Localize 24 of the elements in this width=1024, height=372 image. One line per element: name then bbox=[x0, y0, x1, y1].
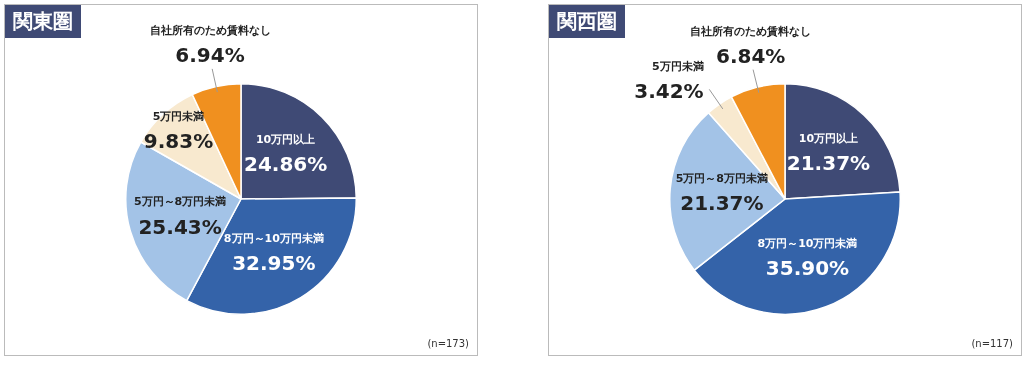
slice-label: 5万円～8万円未満 bbox=[675, 172, 769, 186]
data-label: 32.95% bbox=[232, 251, 316, 276]
data-label: 24.86% bbox=[243, 152, 328, 177]
slice-label: 10万円以上 bbox=[798, 131, 859, 145]
data-label: 21.37% bbox=[680, 191, 764, 216]
data-label: 6.84% bbox=[716, 44, 786, 69]
slice-label: 自社所有のため賃料なし bbox=[690, 24, 812, 38]
slice-label: 8万円～10万円未満 bbox=[223, 232, 324, 246]
data-label: 3.42% bbox=[634, 79, 704, 104]
data-label: 25.43% bbox=[138, 214, 222, 239]
slice-label: 10万円以上 bbox=[255, 132, 316, 146]
slice-label: 自社所有のため賃料なし bbox=[149, 24, 271, 37]
data-label: 9.83% bbox=[143, 129, 214, 154]
data-label: 21.37% bbox=[786, 151, 871, 176]
slice-label: 5万円未満 bbox=[152, 110, 205, 124]
slice-label: 8万円～10万円未満 bbox=[757, 237, 858, 251]
text: (n=117) bbox=[971, 338, 1013, 349]
text: (n=173) bbox=[427, 338, 469, 349]
data-label: 35.90% bbox=[765, 256, 850, 281]
slice-label: 5万円～8万円未満 bbox=[133, 195, 227, 209]
chart-title: 関東圏 bbox=[5, 5, 81, 38]
slice-label: 5万円未満 bbox=[651, 59, 704, 73]
chart-title: 関西圏 bbox=[549, 5, 625, 38]
data-label: 6.94% bbox=[175, 43, 245, 68]
